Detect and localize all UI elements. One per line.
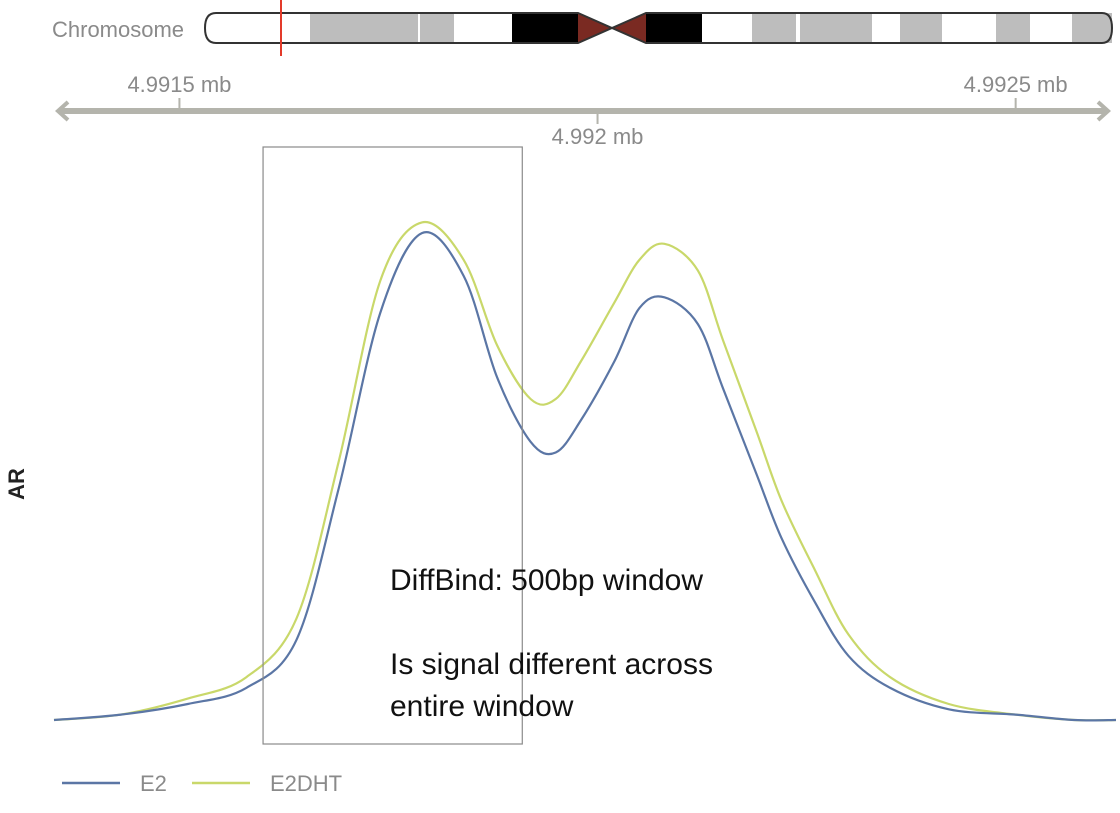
legend: E2 E2DHT: [62, 771, 342, 796]
track-label: AR: [4, 468, 29, 500]
ideogram-band: [420, 13, 454, 43]
ideogram-band: [310, 13, 418, 43]
ideogram-band-dark: [512, 13, 578, 43]
axis-arrow-right: [1096, 100, 1111, 122]
annotation-line-1: DiffBind: 500bp window: [390, 564, 703, 597]
centromere: [612, 13, 646, 43]
axis-arrow-left: [55, 100, 70, 122]
ideogram-band: [1072, 13, 1112, 43]
annotation-line-3: entire window: [390, 690, 574, 723]
series-line-e2: [53, 231, 1117, 722]
legend-label-e2: E2: [140, 771, 167, 796]
ideogram-bands: [310, 13, 1112, 43]
legend-label-e2dht: E2DHT: [270, 771, 342, 796]
ideogram-band: [800, 13, 872, 43]
annotation-line-2: Is signal different across: [390, 648, 713, 681]
axis-ticks: 4.9915 mb 4.992 mb 4.9925 mb: [127, 72, 1067, 149]
ideogram-track: Chromosome: [52, 0, 1114, 56]
ideogram-band: [900, 13, 942, 43]
chromosome-label: Chromosome: [52, 17, 184, 42]
series-line-e2dht: [53, 220, 1117, 722]
centromere: [578, 13, 612, 43]
data-track: AR DiffBind: 500bp window Is signal diff…: [4, 146, 1117, 745]
axis-tick-label: 4.9925 mb: [964, 72, 1068, 97]
ideogram-band: [996, 13, 1030, 43]
axis-tick-label: 4.992 mb: [552, 124, 644, 149]
window-annotation-box: [262, 146, 523, 745]
ideogram-band-dark: [646, 13, 702, 43]
ideogram-band: [752, 13, 796, 43]
ideogram-outline: [203, 12, 1114, 44]
genome-axis: 4.9915 mb 4.992 mb 4.9925 mb: [55, 72, 1111, 149]
axis-tick-label: 4.9915 mb: [127, 72, 231, 97]
